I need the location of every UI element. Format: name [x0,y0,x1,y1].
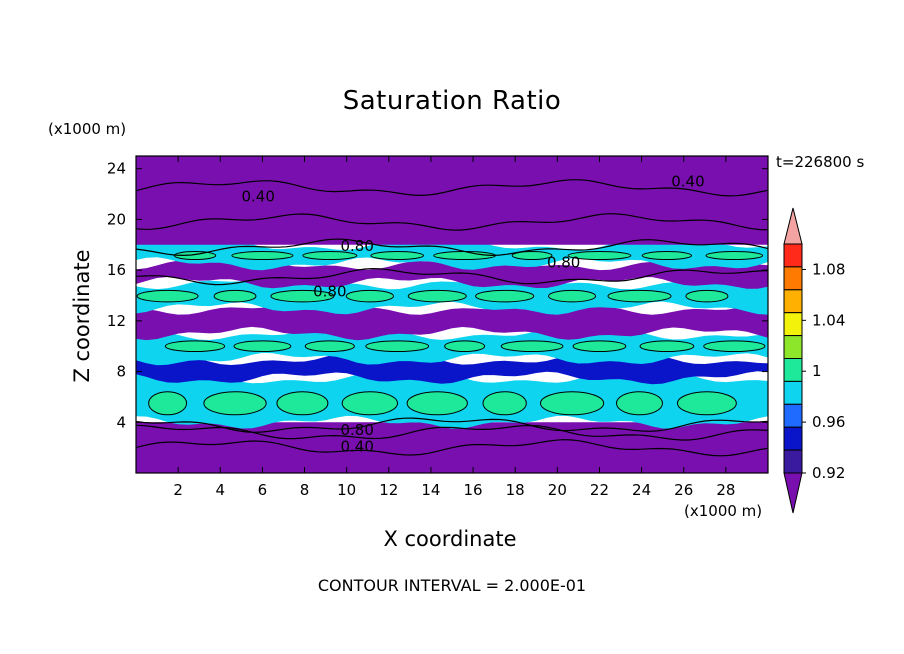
colorbar-tick-label: 1.04 [812,311,845,329]
colorbar-box [783,312,803,337]
y-unit-label: (x1000 m) [48,120,127,138]
contour-line [136,267,768,286]
contour-label: 0.80 [547,254,580,272]
x-unit-label: (x1000 m) [684,502,763,520]
field-patch [304,340,355,353]
contour-label: 0.40 [340,437,373,455]
contour-line [136,238,768,257]
field-patch [547,289,597,303]
contour-line [136,439,768,457]
colorbar-box [783,403,803,428]
field-band [136,156,768,245]
field-patch [475,289,535,303]
x-tick-label: 18 [506,481,525,499]
x-tick-label: 6 [258,481,268,499]
x-tick-label: 20 [548,481,567,499]
field-patch [341,391,398,416]
x-tick-label: 28 [716,481,735,499]
colorbar-tick-label: 1 [812,362,822,380]
contour-line [136,417,768,433]
field-patch [607,289,672,303]
x-tick-label: 2 [173,481,183,499]
field-patch [407,289,467,303]
y-tick-label: 4 [116,413,126,431]
contour-label: 0.80 [340,237,373,255]
field-patch [345,289,395,303]
field-patch [164,340,226,353]
contour-label: 0.80 [340,421,373,439]
colorbar-box [783,266,803,291]
x-tick-label: 8 [300,481,310,499]
time-label: t=226800 s [776,153,865,171]
field-patch [148,391,188,416]
field-patch [539,391,605,416]
x-tick-label: 16 [464,481,483,499]
colorbar-tick-label: 0.92 [812,464,845,482]
field-patch [444,340,486,353]
x-tick-label: 22 [590,481,609,499]
y-tick-label: 20 [107,210,126,228]
y-tick-label: 8 [116,363,126,381]
contour-line [136,213,768,231]
colorbar-bottom-arrow [783,472,803,514]
contour-label: 0.80 [313,283,346,301]
field-patch [213,289,257,303]
field-patch [365,340,430,353]
field-patch [270,289,335,303]
colorbar-box [783,289,803,314]
colorbar-box [783,380,803,405]
field-patch [641,251,693,261]
field-patch [500,340,564,353]
colorbar-top-arrow [783,207,803,245]
field-patch [705,251,764,261]
y-tick-label: 16 [107,261,126,279]
field-patch [370,251,424,261]
x-axis-label: X coordinate [383,527,517,551]
x-tick-label: 26 [674,481,693,499]
field-patch [639,340,695,353]
field-patch [136,289,199,303]
contour-label: 0.40 [671,172,704,190]
field-band [136,301,768,341]
colorbar-box [783,426,803,451]
contour-line [136,424,768,441]
field-patch [615,391,663,416]
field-patch [233,340,292,353]
colorbar-tick-label: 0.96 [812,413,845,431]
field-patch [482,391,527,416]
chart-title: Saturation Ratio [342,86,562,116]
field-patch [572,340,627,353]
field-patch [276,391,329,416]
colorbar-box [783,243,803,268]
field-patch [567,251,632,261]
contour-interval-label: CONTOUR INTERVAL = 2.000E-01 [317,576,587,595]
x-tick-label: 10 [337,481,356,499]
colorbar-tick-label: 1.08 [812,260,845,278]
field-patch [685,289,729,303]
field-patch [703,340,766,353]
y-tick-label: 12 [107,312,126,330]
x-tick-label: 12 [379,481,398,499]
field-patch [231,251,294,261]
colorbar-box [783,335,803,360]
field-patch [406,391,468,416]
colorbar-box [783,358,803,382]
colorbar-box [783,449,803,474]
field-patch [676,391,737,416]
x-tick-label: 4 [215,481,225,499]
field-patch [203,391,267,416]
x-tick-label: 24 [632,481,651,499]
field-patch [511,251,553,261]
plot-frame [135,155,769,474]
field-layer: 0.400.400.800.800.800.800.40 [136,156,768,473]
y-tick-label: 24 [107,160,126,178]
x-tick-label: 14 [421,481,440,499]
contour-label: 0.40 [241,188,274,206]
field-patch [302,251,358,261]
contour-line [136,179,768,197]
